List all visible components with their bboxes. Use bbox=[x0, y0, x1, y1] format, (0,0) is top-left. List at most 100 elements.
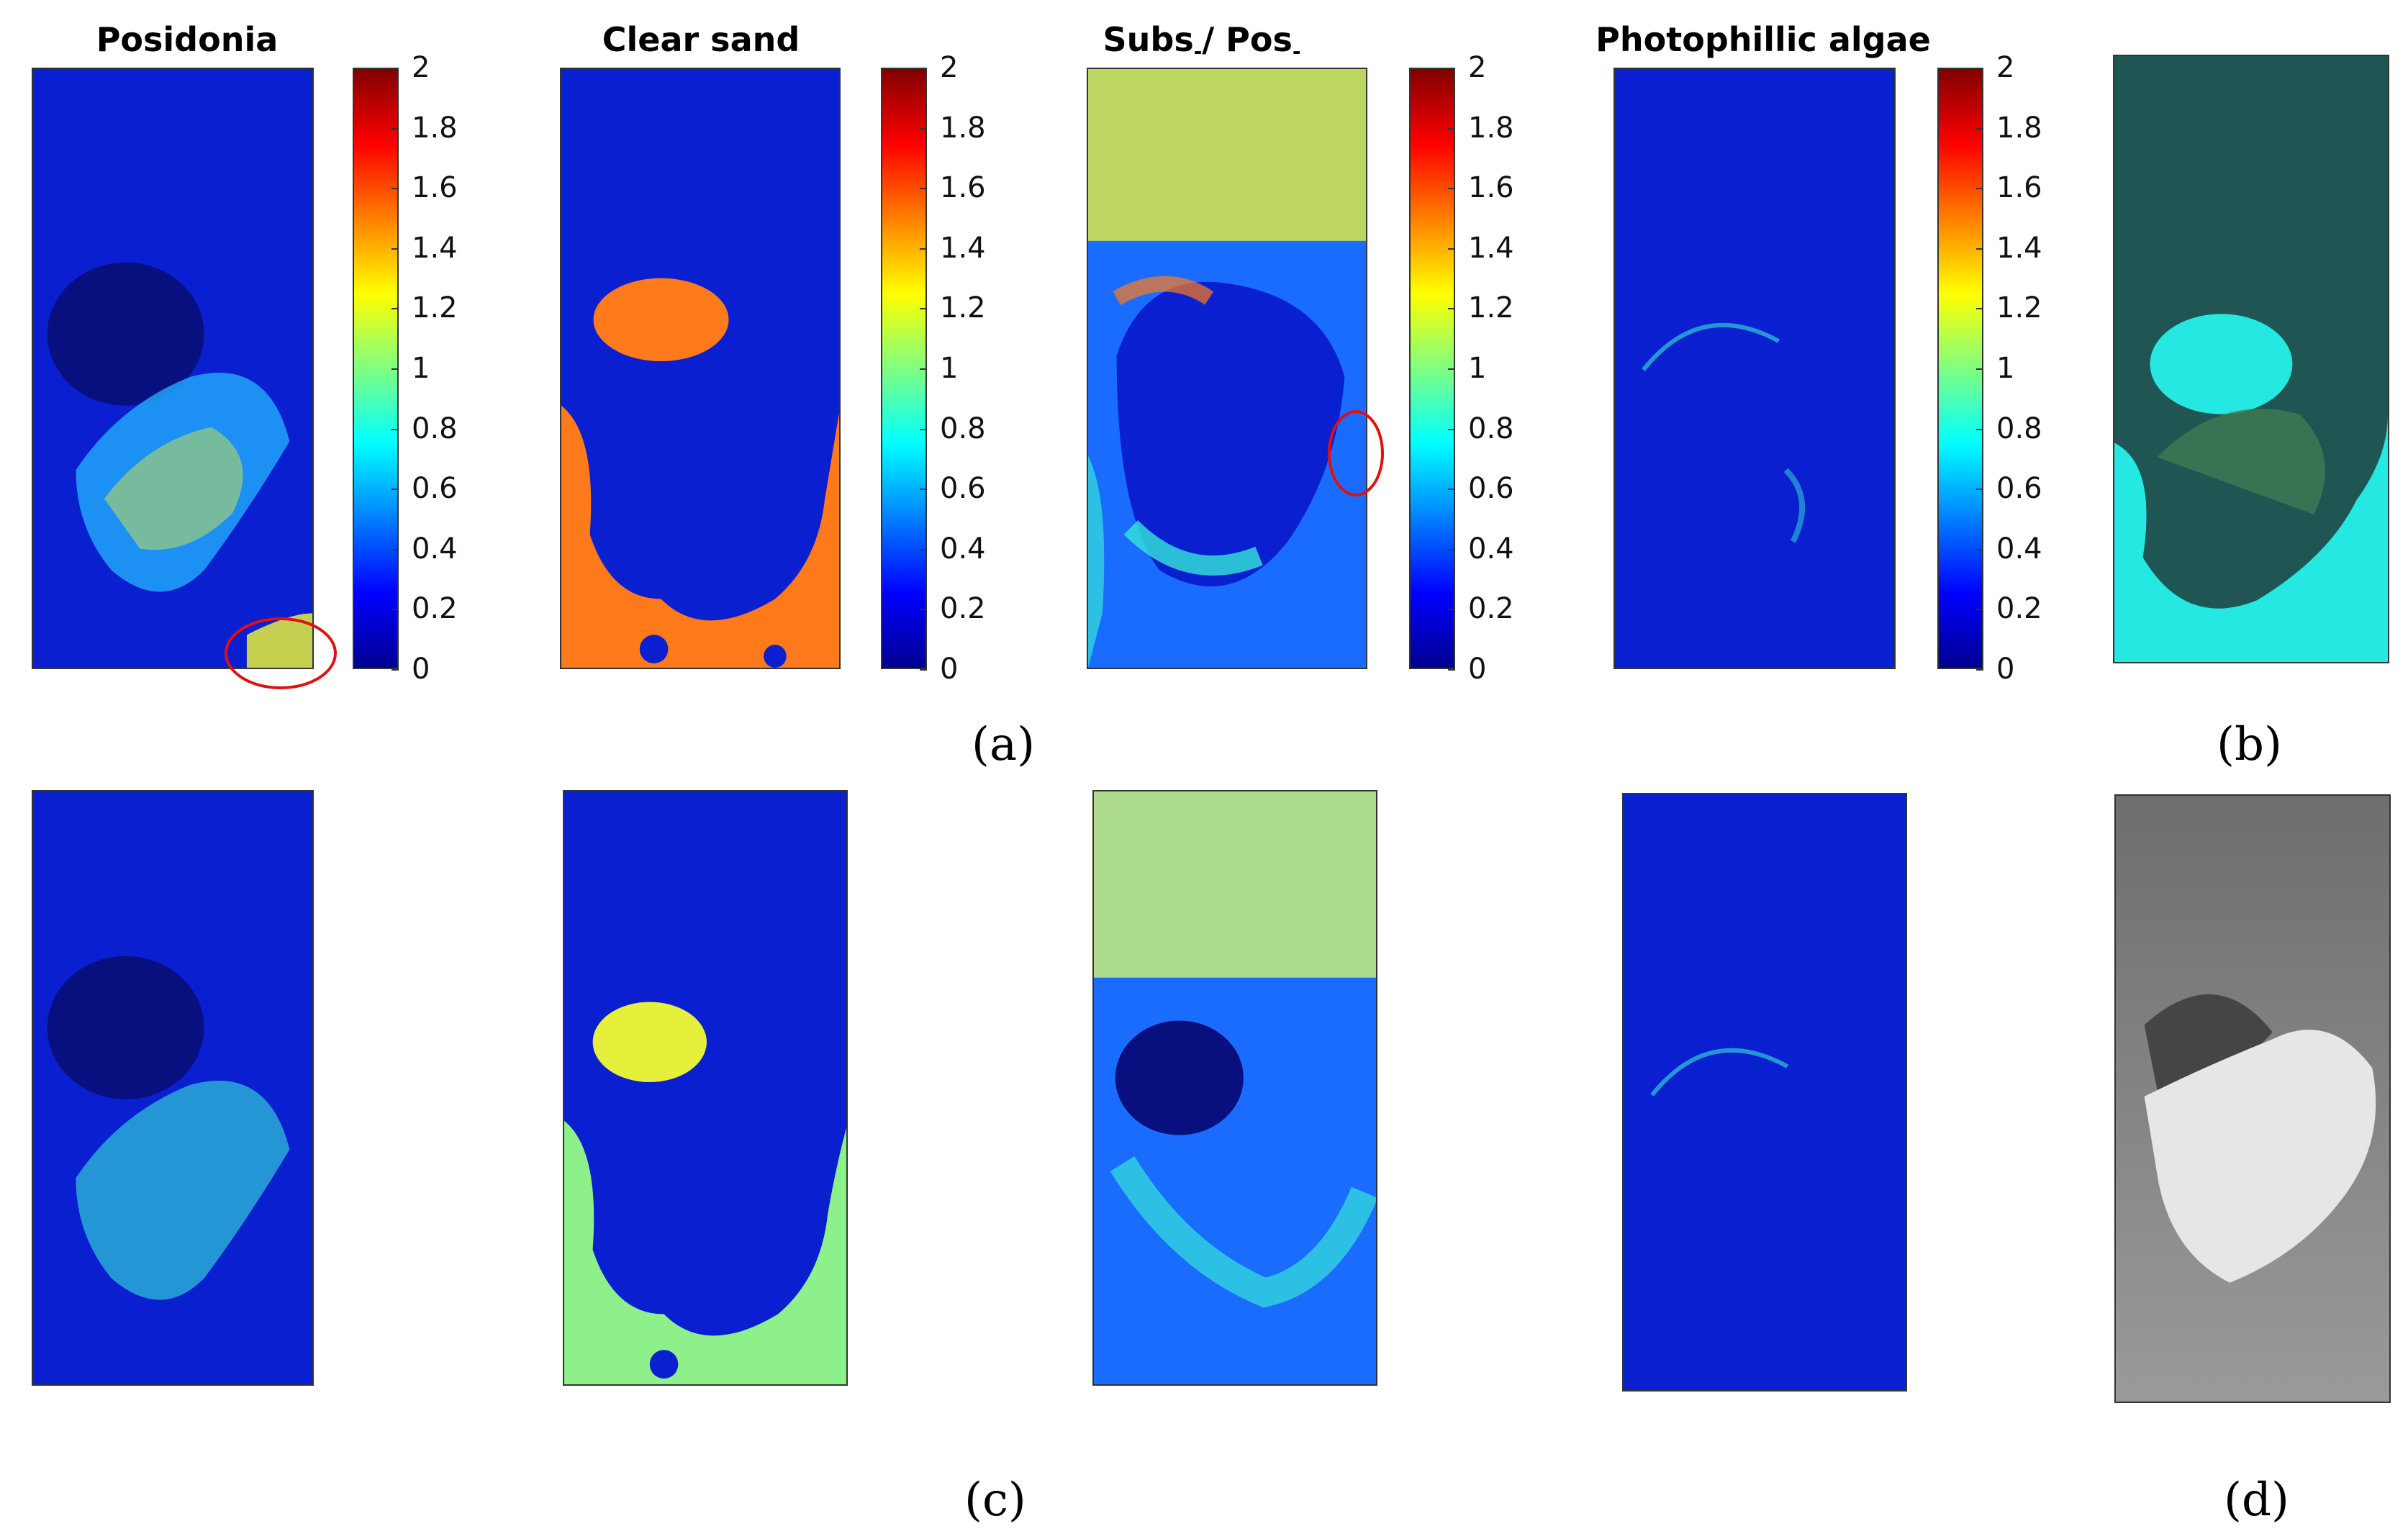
colorbar-tick-label: 1.4 bbox=[1996, 231, 2042, 265]
colorbar-tick-label: 1.8 bbox=[412, 111, 458, 145]
colorbar-tick-label: 2 bbox=[1468, 51, 1487, 84]
colorbar-tickmark bbox=[1448, 188, 1455, 190]
colorbar-tickmark bbox=[1448, 669, 1455, 671]
colorbar-tick-label: 2 bbox=[412, 51, 430, 84]
colorbar-tickmark bbox=[920, 428, 927, 430]
colorbar-tickmark bbox=[1448, 308, 1455, 310]
colorbar-tick-label: 1.6 bbox=[412, 171, 458, 205]
colorbar-tickmark bbox=[1976, 489, 1983, 491]
colorbar-tick-label: 0.4 bbox=[1468, 532, 1514, 566]
title-clear-sand: Clear sand bbox=[602, 20, 800, 59]
colorbar-tick-label: 0.6 bbox=[1996, 472, 2042, 506]
colorbar-tick-label: 0.6 bbox=[940, 472, 986, 506]
colorbar-tick-label: 1.6 bbox=[1996, 171, 2042, 205]
colorbar-tick-label: 1.8 bbox=[940, 111, 986, 145]
colorbar-tick-label: 0.4 bbox=[1996, 532, 2042, 566]
colorbar-tick-label: 1.2 bbox=[1468, 291, 1514, 325]
colorbar-tickmark bbox=[1448, 489, 1455, 491]
colorbar-tick-label: 0.2 bbox=[1996, 592, 2042, 626]
colorbar-tick-label: 1.4 bbox=[1468, 231, 1514, 265]
colorbar-tickmark bbox=[1448, 248, 1455, 250]
highlight-circle-posidonia bbox=[225, 617, 337, 689]
colorbar-tick-label: 1.8 bbox=[1468, 111, 1514, 145]
colorbar-tickmark bbox=[391, 308, 399, 310]
colorbar-tickmark bbox=[1976, 428, 1983, 430]
colorbar-tickmark bbox=[1976, 188, 1983, 190]
colorbar-tickmark bbox=[1976, 127, 1983, 130]
colorbar-tick-label: 0.2 bbox=[412, 592, 458, 626]
colorbar-tickmark bbox=[920, 248, 927, 250]
colorbar-tickmark bbox=[1448, 368, 1455, 370]
title-subs: Subs bbox=[1103, 20, 1194, 59]
colorbar-tickmark bbox=[1976, 68, 1983, 69]
colorbar-tickmark bbox=[1448, 428, 1455, 430]
colorbar-tick-label: 0.6 bbox=[1468, 472, 1514, 506]
map-photophillic-algae-a bbox=[1613, 68, 1896, 669]
map-photophillic-algae-c bbox=[1622, 793, 1907, 1392]
rgb-image-b bbox=[2113, 55, 2389, 663]
title-photophillic-algae: Photophillic algae bbox=[1595, 20, 1931, 59]
colorbar-tick-label: 2 bbox=[1996, 51, 2015, 84]
colorbar-tick-label: 0.8 bbox=[940, 412, 986, 445]
colorbar-tickmark bbox=[391, 428, 399, 430]
label-a: (a) bbox=[972, 718, 1036, 771]
colorbar-tickmark bbox=[1976, 368, 1983, 370]
title-posidonia: Posidonia bbox=[96, 20, 279, 59]
depth-image-d bbox=[2114, 794, 2391, 1403]
colorbar-tick-label: 1 bbox=[940, 352, 959, 385]
colorbar-tickmark bbox=[391, 489, 399, 491]
label-d: (d) bbox=[2224, 1474, 2289, 1527]
colorbar-tick-label: 0.2 bbox=[1468, 592, 1514, 626]
title-subs-pos: Subs-/ Pos- bbox=[1015, 20, 1389, 63]
colorbar-tick-label: 0.8 bbox=[1468, 412, 1514, 445]
colorbar-tick-label: 1.6 bbox=[940, 171, 986, 205]
colorbar-tickmark bbox=[920, 548, 927, 550]
colorbar-tickmark bbox=[920, 609, 927, 611]
colorbar-tickmark bbox=[920, 127, 927, 130]
colorbar-tickmark bbox=[920, 308, 927, 310]
colorbar-tickmark bbox=[920, 669, 927, 671]
colorbar-tickmark bbox=[391, 248, 399, 250]
colorbar-clear-sand bbox=[881, 68, 927, 669]
colorbar-tick-label: 0.8 bbox=[412, 412, 458, 445]
colorbar-tickmark bbox=[1976, 609, 1983, 611]
colorbar-tickmark bbox=[1448, 609, 1455, 611]
colorbar-tickmark bbox=[391, 127, 399, 130]
map-subs-pos-c bbox=[1092, 790, 1377, 1386]
colorbar-tick-label: 1 bbox=[1996, 352, 2015, 385]
colorbar-tick-label: 1.4 bbox=[412, 231, 458, 265]
colorbar-tick-label: 2 bbox=[940, 51, 959, 84]
colorbar-tick-label: 0.6 bbox=[412, 472, 458, 506]
colorbar-tickmark bbox=[1976, 248, 1983, 250]
title-pos: / Pos bbox=[1202, 20, 1293, 59]
colorbar-tick-label: 1.6 bbox=[1468, 171, 1514, 205]
colorbar-tick-label: 1.2 bbox=[1996, 291, 2042, 325]
colorbar-tickmark bbox=[1976, 669, 1983, 671]
title-subs-sub: - bbox=[1193, 40, 1203, 64]
colorbar-tickmark bbox=[1448, 127, 1455, 130]
map-clear-sand-c bbox=[563, 790, 848, 1386]
colorbar-tick-label: 1 bbox=[1468, 352, 1487, 385]
colorbar-tickmark bbox=[920, 489, 927, 491]
colorbar-tickmark bbox=[920, 68, 927, 69]
colorbar-tick-label: 0.4 bbox=[412, 532, 458, 566]
colorbar-tickmark bbox=[391, 368, 399, 370]
colorbar-tickmark bbox=[1448, 548, 1455, 550]
colorbar-tick-label: 1.8 bbox=[1996, 111, 2042, 145]
colorbar-tickmark bbox=[391, 548, 399, 550]
colorbar-tick-label: 0 bbox=[1468, 653, 1487, 686]
colorbar-tick-label: 0.4 bbox=[940, 532, 986, 566]
colorbar-tickmark bbox=[391, 609, 399, 611]
highlight-circle-subs-pos bbox=[1328, 410, 1384, 496]
colorbar-tick-label: 1.2 bbox=[940, 291, 986, 325]
colorbar-tickmark bbox=[391, 188, 399, 190]
colorbar-tick-label: 1.2 bbox=[412, 291, 458, 325]
map-posidonia-a bbox=[32, 68, 314, 669]
colorbar-tickmark bbox=[391, 68, 399, 69]
map-clear-sand-a bbox=[560, 68, 841, 669]
colorbar-tick-label: 0 bbox=[412, 653, 430, 686]
label-b: (b) bbox=[2217, 718, 2282, 771]
colorbar-tickmark bbox=[1976, 548, 1983, 550]
colorbar-tickmark bbox=[1448, 68, 1455, 69]
colorbar-tickmark bbox=[920, 368, 927, 370]
